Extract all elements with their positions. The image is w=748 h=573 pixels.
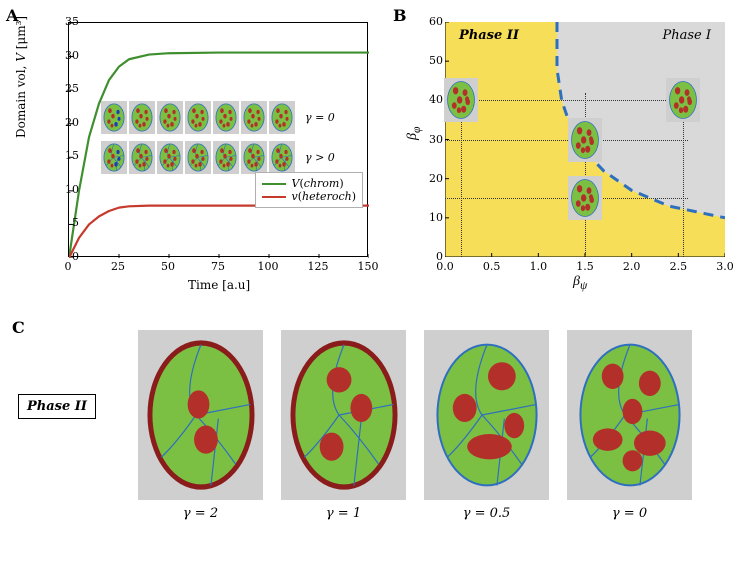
gamma-label: γ = 2 bbox=[138, 506, 263, 521]
yl-unit: [μm³] bbox=[14, 16, 28, 53]
panel-b-plotbox: Phase II Phase I bbox=[445, 22, 725, 257]
phase1-label: Phase I bbox=[662, 28, 711, 43]
dotted-h bbox=[445, 100, 688, 101]
mini-cell bbox=[568, 176, 602, 220]
xtick: 0.0 bbox=[433, 260, 457, 273]
xtick: 75 bbox=[206, 260, 230, 273]
legend-row-heteroch: v(heteroch) bbox=[262, 190, 356, 203]
gammapos-label: γ > 0 bbox=[305, 151, 335, 164]
panel-c-row bbox=[138, 330, 692, 500]
mini-cell bbox=[568, 118, 602, 162]
gamma-label: γ = 0 bbox=[567, 506, 692, 521]
xtick: 25 bbox=[106, 260, 130, 273]
mini-cell bbox=[444, 78, 478, 122]
ytick: 15 bbox=[49, 149, 79, 162]
mini-cell bbox=[213, 141, 239, 174]
gamma-label: γ = 1 bbox=[281, 506, 406, 521]
ytick: 30 bbox=[49, 49, 79, 62]
panel-b-ylabel: βφ bbox=[405, 127, 423, 140]
legend-label-chrom: V(chrom) bbox=[292, 177, 344, 190]
panel-c-label: C bbox=[12, 318, 25, 337]
xb-var: β bbox=[573, 274, 580, 289]
panel-b-xlabel: βψ bbox=[573, 274, 587, 292]
big-cell bbox=[567, 330, 692, 500]
xtick: 1.0 bbox=[526, 260, 550, 273]
mini-cell bbox=[157, 141, 183, 174]
gamma0-label: γ = 0 bbox=[305, 111, 335, 124]
ytick: 60 bbox=[423, 15, 443, 28]
mini-cell bbox=[269, 141, 295, 174]
xtick: 125 bbox=[306, 260, 330, 273]
yb-var: β bbox=[405, 133, 420, 140]
legend-label-heteroch: v(heteroch) bbox=[292, 190, 356, 203]
ytick: 10 bbox=[423, 211, 443, 224]
xtick: 3.0 bbox=[713, 260, 737, 273]
big-cell bbox=[138, 330, 263, 500]
mini-cell bbox=[157, 101, 183, 134]
ytick: 35 bbox=[49, 15, 79, 28]
mini-cell bbox=[666, 78, 700, 122]
yl-var: V bbox=[14, 53, 28, 62]
legend-swatch-heteroch bbox=[262, 196, 286, 198]
xtick: 2.0 bbox=[620, 260, 644, 273]
ytick: 10 bbox=[49, 183, 79, 196]
xb-sub: ψ bbox=[580, 279, 587, 292]
mini-cell bbox=[101, 101, 127, 134]
yb-sub: φ bbox=[410, 127, 423, 133]
mini-cell bbox=[129, 141, 155, 174]
leg-par-1: heteroch bbox=[302, 190, 352, 203]
inset-row-gamma0 bbox=[101, 101, 295, 134]
panel-b: B βφ βψ Phase II Phase I 0102030405060 0… bbox=[395, 8, 740, 298]
mini-cell bbox=[241, 101, 267, 134]
xtick: 0 bbox=[56, 260, 80, 273]
ytick: 50 bbox=[423, 54, 443, 67]
big-cell bbox=[424, 330, 549, 500]
panel-a-legend: V(chrom) v(heteroch) bbox=[255, 172, 363, 208]
mini-cell bbox=[185, 141, 211, 174]
dotted-h bbox=[445, 140, 688, 141]
xtick: 0.5 bbox=[480, 260, 504, 273]
xtick: 1.5 bbox=[573, 260, 597, 273]
panel-a: A Domain vol, V [μm³] Time [a.u] γ = 0 γ… bbox=[8, 8, 383, 298]
legend-swatch-chrom bbox=[262, 183, 286, 185]
xtick: 50 bbox=[156, 260, 180, 273]
leg-var-1: v bbox=[292, 190, 298, 203]
xtick: 2.5 bbox=[666, 260, 690, 273]
inset-row-gammapos bbox=[101, 141, 295, 174]
yl-pre: Domain vol, bbox=[14, 62, 28, 138]
ytick: 5 bbox=[49, 216, 79, 229]
mini-cell bbox=[185, 101, 211, 134]
phase2-label: Phase II bbox=[459, 28, 519, 43]
panel-a-plotbox: γ = 0 γ > 0 V(chrom) v(heteroch) bbox=[68, 22, 368, 257]
leg-var-0: V bbox=[292, 177, 300, 190]
ytick: 25 bbox=[49, 82, 79, 95]
ytick: 40 bbox=[423, 93, 443, 106]
panel-b-label: B bbox=[393, 6, 407, 25]
gamma-label: γ = 0.5 bbox=[424, 506, 549, 521]
ytick: 20 bbox=[423, 172, 443, 185]
ytick: 30 bbox=[423, 133, 443, 146]
mini-cell bbox=[241, 141, 267, 174]
panel-c: C Phase II γ = 2γ = 1γ = 0.5γ = 0 bbox=[18, 330, 730, 560]
mini-cell bbox=[213, 101, 239, 134]
panel-a-xlabel: Time [a.u] bbox=[188, 278, 250, 292]
mini-cell bbox=[269, 101, 295, 134]
big-cell bbox=[281, 330, 406, 500]
ytick: 20 bbox=[49, 116, 79, 129]
xtick: 150 bbox=[356, 260, 380, 273]
panel-c-phase-box: Phase II bbox=[18, 394, 96, 419]
mini-cell bbox=[101, 141, 127, 174]
dotted-h bbox=[445, 198, 688, 199]
mini-cell bbox=[129, 101, 155, 134]
legend-row-chrom: V(chrom) bbox=[262, 177, 356, 190]
xtick: 100 bbox=[256, 260, 280, 273]
panel-a-ylabel: Domain vol, V [μm³] bbox=[14, 16, 28, 138]
leg-par-0: chrom bbox=[304, 177, 340, 190]
